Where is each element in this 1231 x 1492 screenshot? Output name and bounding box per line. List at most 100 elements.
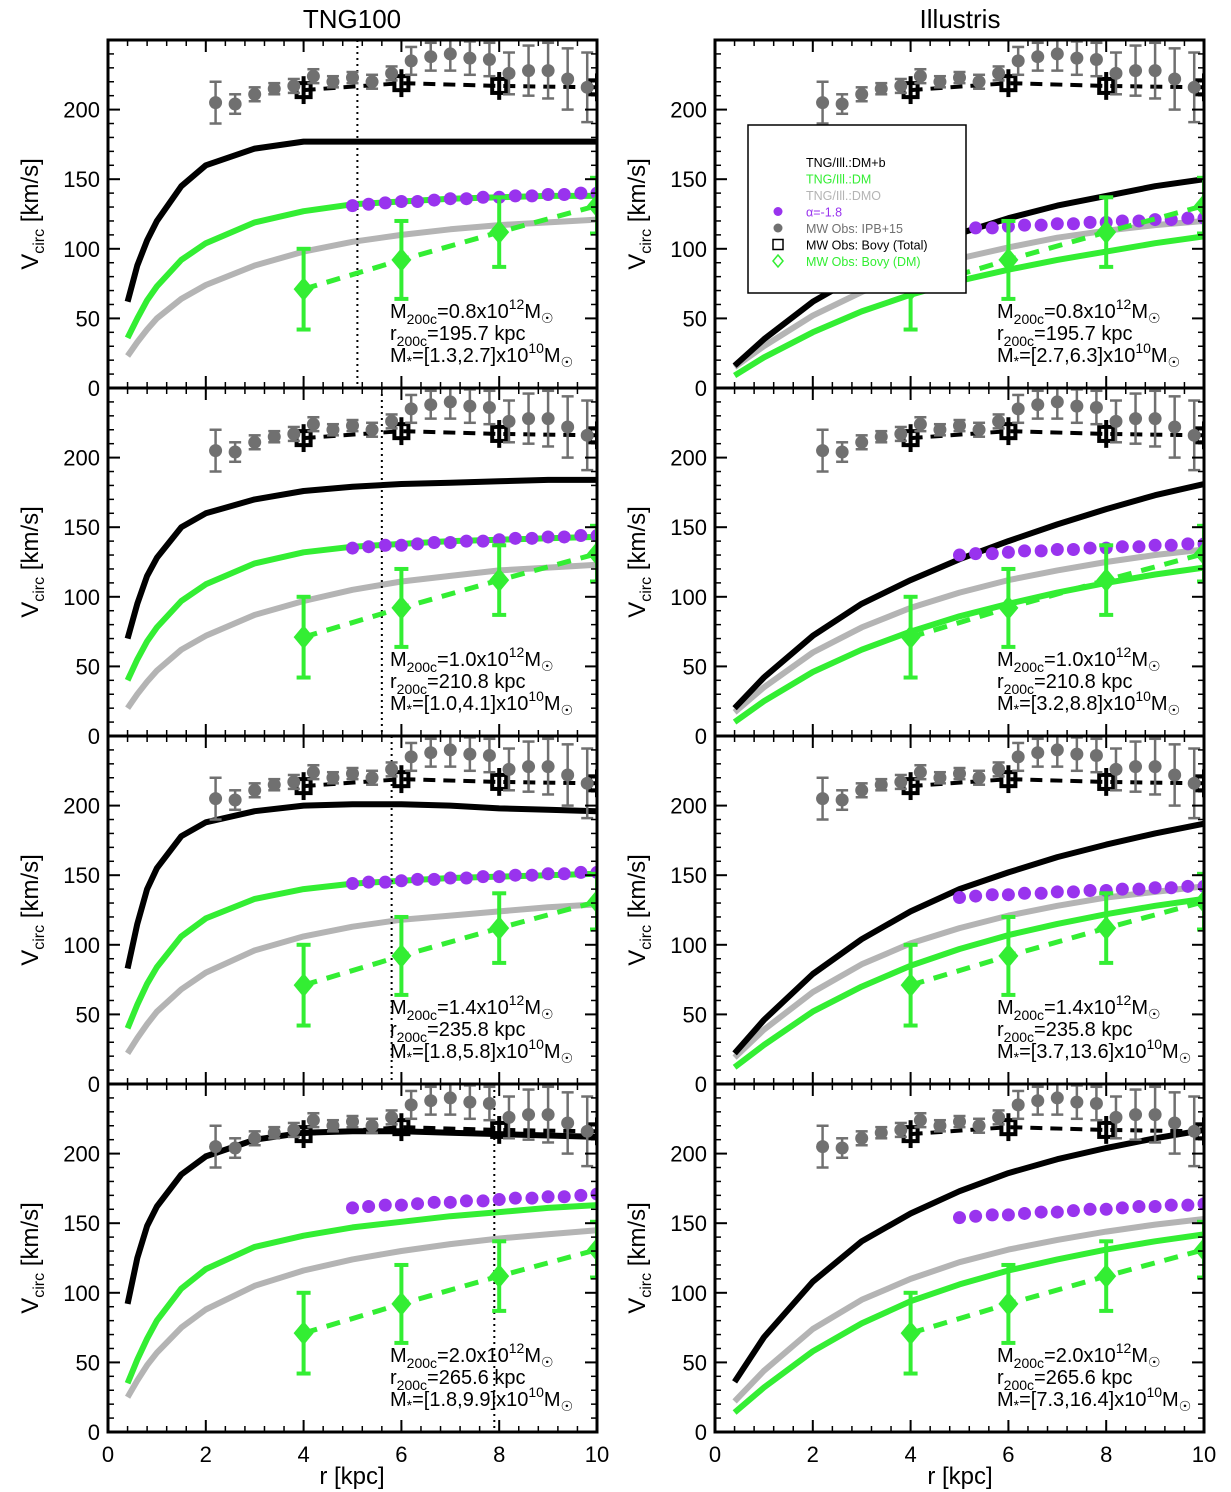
alpha-point	[476, 190, 490, 204]
median-dmo-curve	[732, 1216, 1204, 1404]
ipb-point	[1168, 420, 1182, 434]
ipb-point	[365, 1119, 379, 1133]
alpha-point	[969, 1209, 983, 1223]
ipb-point	[228, 1141, 242, 1155]
ipb-point	[541, 1108, 555, 1122]
bovy-total-point	[999, 422, 1018, 441]
y-tick-label: 0	[695, 1420, 707, 1445]
ipb-point	[424, 398, 438, 412]
alpha-point	[1115, 214, 1129, 228]
x-tick-label: 10	[585, 1442, 609, 1467]
ipb-point	[972, 771, 986, 785]
alpha-point	[378, 538, 392, 552]
bovy-dm-point	[293, 1321, 314, 1346]
bovy-dm-point	[587, 193, 597, 218]
column-title-right: Illustris	[920, 4, 1001, 34]
alpha-point	[1066, 542, 1080, 556]
alpha-point	[362, 1199, 376, 1213]
ipb-point	[1148, 412, 1162, 426]
bovy-dm-line	[909, 551, 1204, 640]
ipb-point	[835, 445, 849, 459]
ipb-point	[1187, 776, 1201, 790]
ipb-point	[933, 75, 947, 89]
ipb-point	[287, 1123, 301, 1137]
y-tick-label: 200	[670, 446, 707, 471]
ipb-point	[561, 420, 575, 434]
ipb-point	[346, 419, 359, 433]
ipb-point	[209, 792, 223, 806]
y-tick-label: 150	[670, 863, 707, 888]
alpha-point	[525, 531, 539, 545]
panel-5: 0 50 100 150 200 Vcirc [km/s] M200c=1.4x1012M☉…	[17, 734, 599, 1097]
alpha-point	[1181, 211, 1195, 225]
ipb-point	[913, 69, 927, 83]
ipb-point	[346, 71, 359, 85]
alpha-point	[459, 1194, 473, 1208]
ipb-point	[1050, 743, 1064, 757]
ipb-point	[894, 79, 908, 93]
bovy-dm-point	[391, 595, 412, 620]
ipb-point	[1011, 750, 1025, 764]
ipb-point	[1011, 1098, 1025, 1112]
median-dm-baryons-curve	[124, 138, 597, 303]
y-tick-label: 100	[63, 1281, 100, 1306]
bovy-dm-point	[900, 1321, 921, 1346]
virial-radius-annotation: r200c=235.8 kpc	[997, 1019, 1132, 1045]
halo-mass-annotation: M200c=0.8x1012M☉	[997, 296, 1161, 327]
alpha-point	[1164, 1198, 1178, 1212]
ipb-point	[443, 743, 457, 757]
ipb-point	[404, 1098, 418, 1112]
y-tick-label: 100	[670, 237, 707, 262]
bovy-total-point	[490, 772, 509, 791]
alpha-point	[476, 870, 490, 884]
alpha-point	[1164, 538, 1178, 552]
alpha-point	[378, 196, 392, 210]
legend-label: MW Obs: Bovy (DM)	[806, 255, 921, 269]
alpha-point	[1115, 540, 1129, 554]
ipb-point	[1168, 1116, 1182, 1130]
alpha-point	[427, 872, 441, 886]
alpha-point	[1050, 885, 1064, 899]
bovy-dm-point	[489, 568, 510, 593]
ipb-point	[267, 1126, 281, 1140]
alpha-point	[1148, 213, 1162, 227]
alpha-point	[985, 1208, 999, 1222]
alpha-point	[1018, 544, 1032, 558]
alpha-point	[378, 1198, 392, 1212]
ipb-point	[894, 775, 908, 789]
ipb-point	[287, 775, 301, 789]
ipb-point	[835, 793, 849, 807]
y-axis-label: Vcirc [km/s]	[17, 854, 48, 966]
bovy-dm-point	[900, 625, 921, 650]
ipb-point	[1109, 414, 1123, 428]
ipb-point	[463, 1095, 477, 1109]
alpha-point	[541, 1190, 555, 1204]
alpha-point	[525, 868, 539, 882]
halo-mass-annotation: M200c=1.4x1012M☉	[997, 992, 1161, 1023]
ipb-point	[287, 427, 301, 441]
alpha-point	[411, 1197, 425, 1211]
alpha-point	[508, 868, 522, 882]
y-tick-label: 50	[76, 1002, 100, 1027]
ipb-point	[874, 82, 888, 96]
ipb-point	[522, 64, 536, 78]
legend-marker-circle	[773, 223, 783, 233]
alpha-point	[443, 1195, 457, 1209]
ipb-point	[1129, 1108, 1143, 1122]
alpha-point	[1066, 1204, 1080, 1218]
y-tick-label: 0	[695, 376, 707, 401]
alpha-point	[1181, 537, 1195, 551]
ipb-point	[404, 402, 418, 416]
ipb-point	[443, 395, 457, 409]
ipb-point	[972, 423, 986, 437]
bovy-total-point	[392, 1118, 411, 1137]
panel-frame	[106, 1082, 599, 1434]
ipb-point	[816, 792, 830, 806]
ipb-point	[913, 1113, 927, 1127]
x-tick-label: 0	[709, 1442, 721, 1467]
alpha-point	[362, 875, 376, 889]
alpha-point	[1001, 1208, 1015, 1222]
alpha-point	[1148, 1199, 1162, 1213]
